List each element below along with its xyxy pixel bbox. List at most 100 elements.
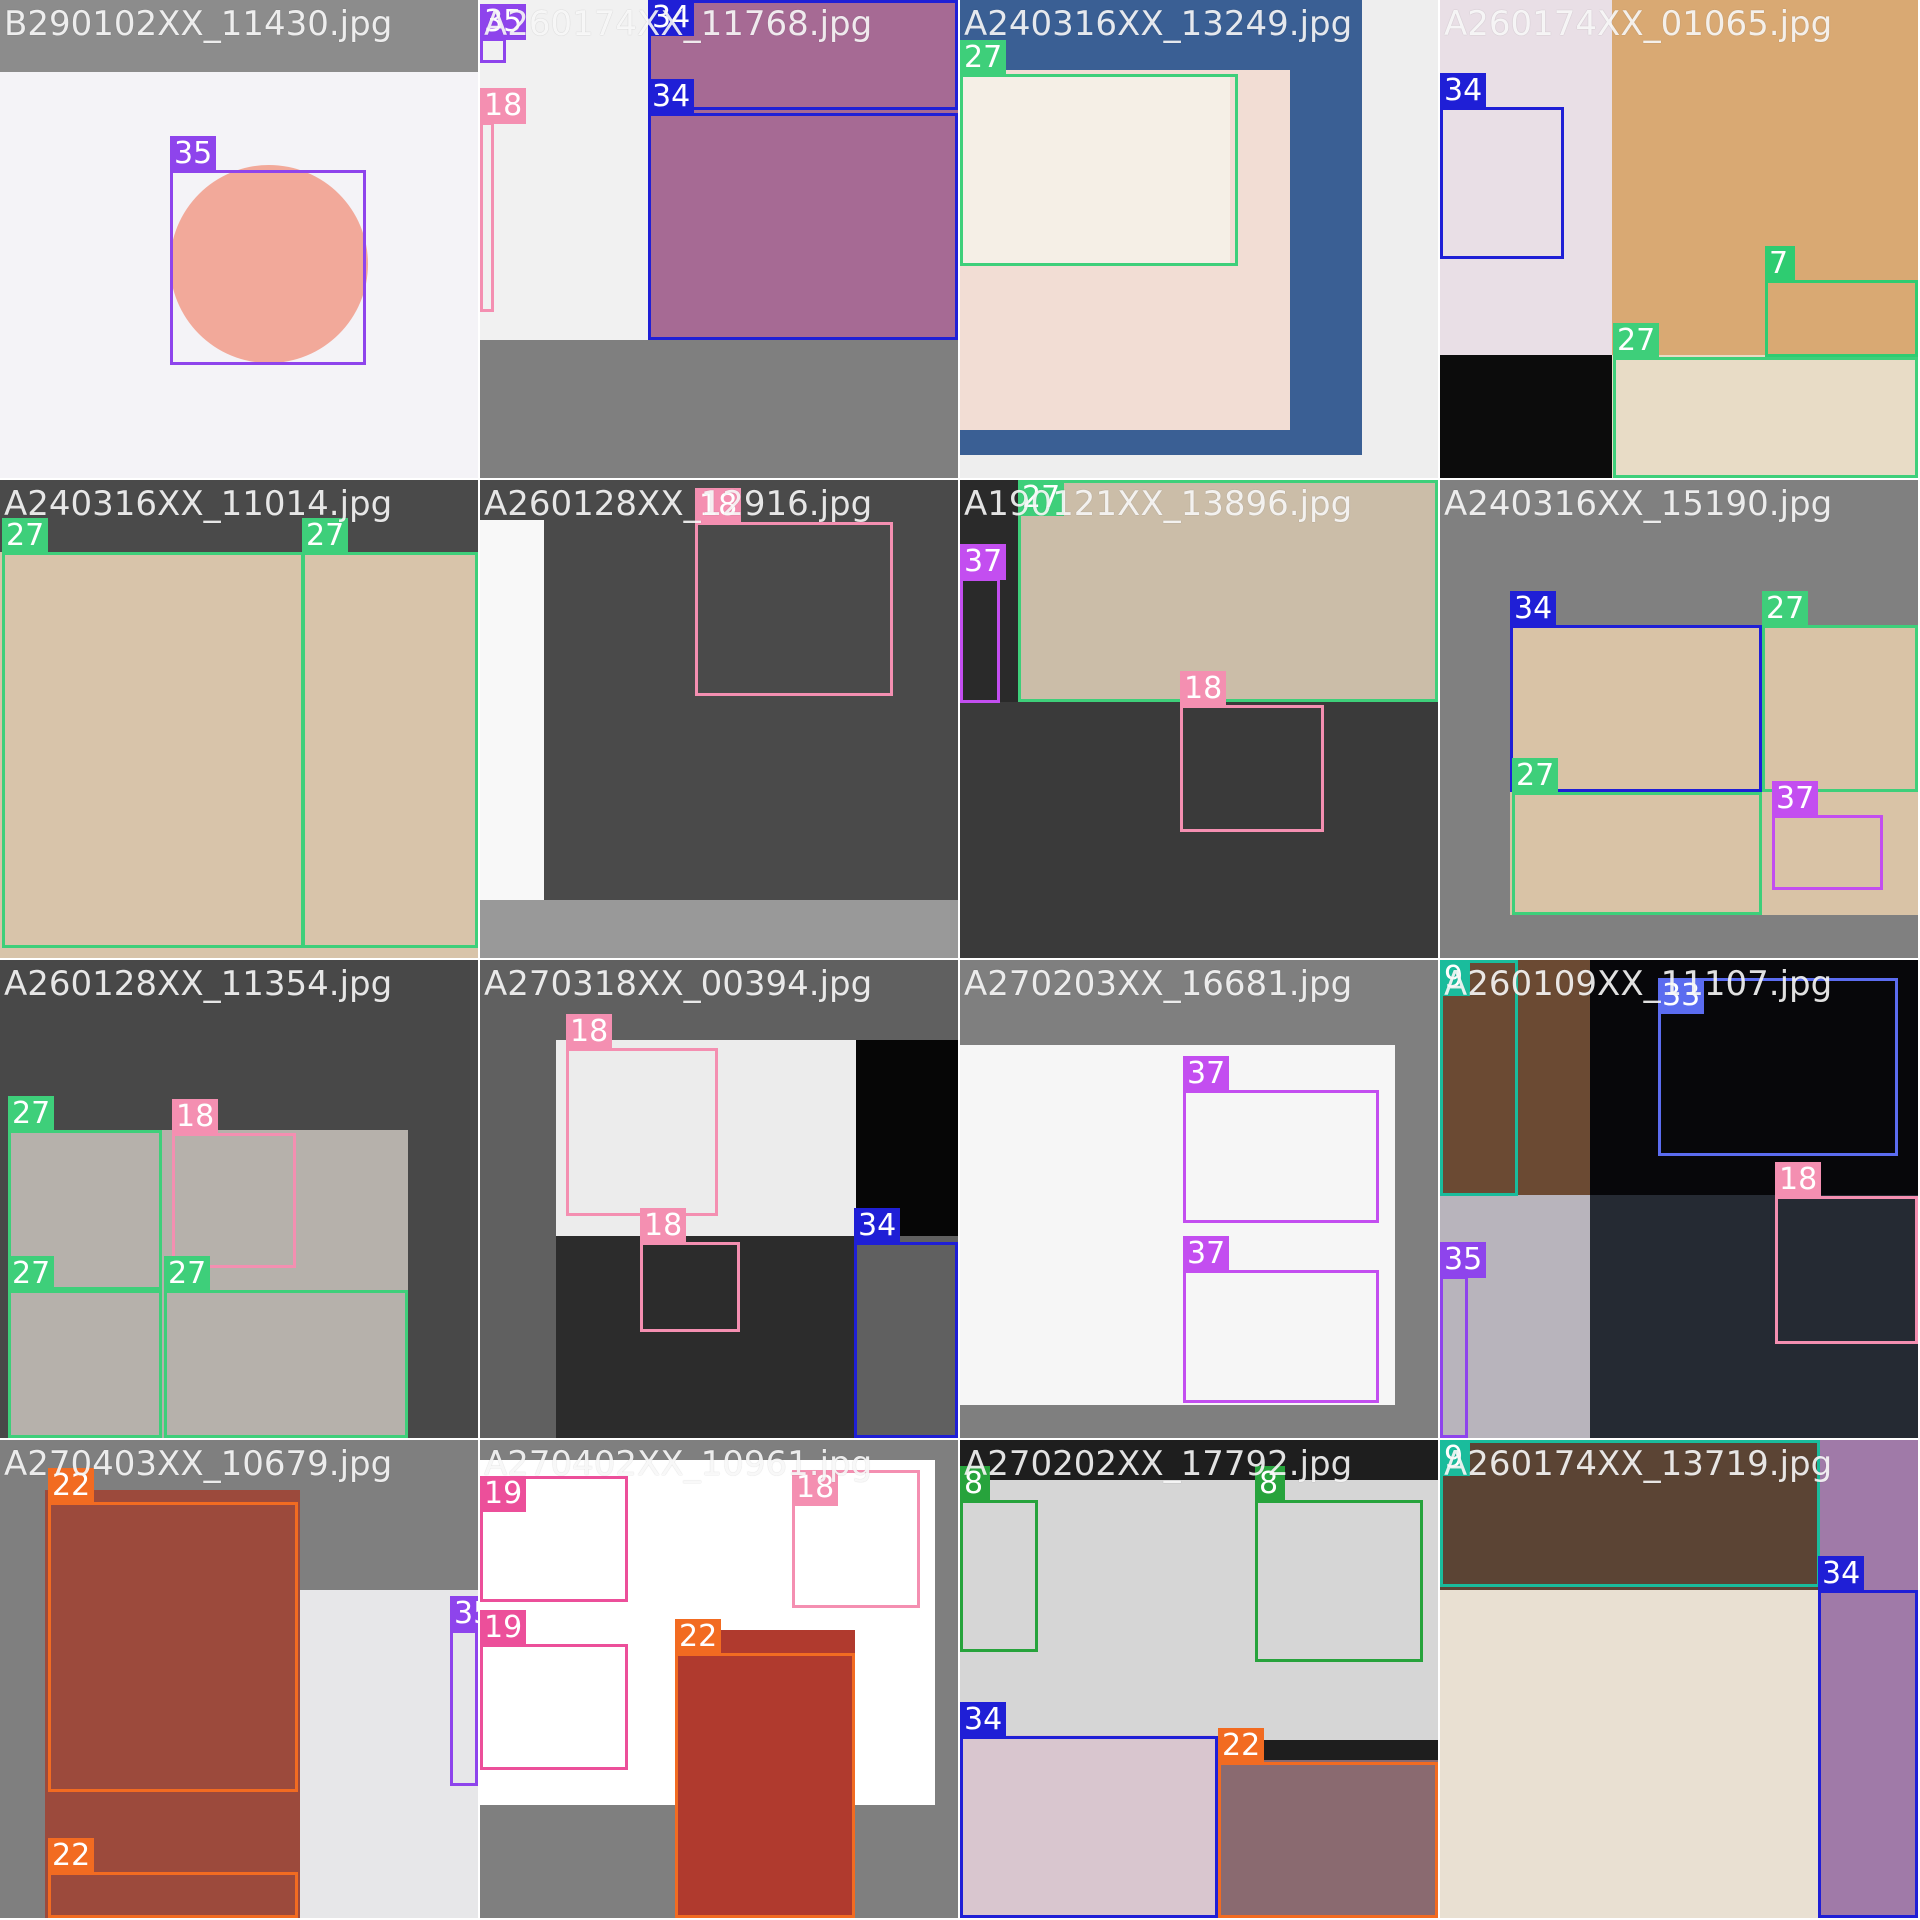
class-id-label: 34 [1440,73,1487,109]
bounding-box: 27 [1762,591,1918,792]
class-id-label: 18 [640,1208,687,1244]
mosaic-tile: 34 27 27 37 A240316XX_15190.jpg [1440,480,1918,958]
mosaic-tile: 18 A260128XX_12916.jpg [480,480,958,958]
class-id-label: 27 [1762,591,1809,627]
class-id-label: 9 [1440,1440,1470,1476]
bounding-box: 18 [172,1099,296,1268]
image-region [1440,1590,1820,1918]
bounding-box: 27 [1512,758,1762,915]
bounding-box: 34 [960,1702,1218,1918]
bounding-box: 18 [566,1014,718,1216]
image-filename: A270403XX_10679.jpg [4,1444,393,1484]
image-region [0,552,478,958]
bounding-box: 18 [695,488,893,696]
tile-divider-vertical [958,0,960,1920]
image-region [556,1040,856,1236]
image-filename: B290102XX_11430.jpg [4,4,393,44]
bounding-box: 27 [1613,323,1918,478]
class-id-label: 37 [1772,781,1819,817]
tile-divider-vertical [478,0,480,1920]
bounding-box: 35 [170,136,366,365]
class-id-label: 18 [695,488,742,524]
bounding-box: 27 [1018,480,1438,702]
bounding-box: 9 [1440,960,1518,1196]
bounding-box: 18 [640,1208,740,1332]
bounding-box: 34 [1510,591,1762,792]
class-id-label: 35 [170,136,217,172]
bounding-box: 35 [1440,1242,1487,1438]
class-id-label: 35 [480,4,527,40]
bounding-box: 18 [1180,671,1324,832]
class-id-label: 34 [1818,1556,1865,1592]
mosaic-tile: 27 27 A240316XX_11014.jpg [0,480,478,958]
image-region [960,1735,1215,1918]
class-id-label: 27 [8,1096,55,1132]
class-id-label: 7 [1765,246,1795,282]
mosaic-tile: 27 18 27 27 A260128XX_11354.jpg [0,960,478,1438]
image-region [556,1236,856,1438]
class-id-label: 34 [854,1208,901,1244]
mosaic-tile: 9 33 18 35 A260109XX_11107.jpg [1440,960,1918,1438]
class-id-label: 34 [648,79,695,115]
class-id-label: 8 [1255,1466,1285,1502]
bounding-box: 18 [1775,1162,1918,1344]
image-region [960,75,1230,265]
bounding-box: 35 [450,1596,478,1786]
class-id-label: 22 [675,1619,722,1655]
mosaic-tile: 34 7 27 A260174XX_01065.jpg [1440,0,1918,478]
bounding-box: 19 [480,1476,628,1602]
image-filename: A260174XX_13719.jpg [1444,1444,1833,1484]
image-region [856,1040,958,1236]
class-id-label: 18 [1180,671,1227,707]
bounding-box: 34 [648,0,958,110]
tile-divider-vertical [1438,0,1440,1920]
image-region [1440,0,1612,355]
image-filename: A260174XX_11768.jpg [484,4,873,44]
class-id-label: 27 [302,518,349,554]
mosaic-tile: 37 27 18 A190121XX_13896.jpg [960,480,1438,958]
bounding-box: 19 [480,1610,628,1770]
tile-divider-horizontal [0,1438,1920,1440]
tile-divider-horizontal [0,958,1920,960]
tile-divider-horizontal [0,478,1920,480]
class-id-label: 8 [960,1466,990,1502]
class-id-label: 27 [1613,323,1660,359]
class-id-label: 22 [48,1468,95,1504]
class-id-label: 18 [480,88,527,124]
image-region [1820,1440,1918,1918]
bounding-box: 37 [1772,781,1883,890]
bounding-box: 27 [8,1096,162,1290]
class-id-label: 37 [1183,1236,1230,1272]
image-region [170,165,368,363]
class-id-label: 27 [1018,480,1065,516]
class-id-label: 22 [1218,1728,1265,1764]
class-id-label: 35 [450,1596,478,1632]
class-id-label: 27 [8,1256,55,1292]
image-region [480,480,958,900]
class-id-label: 35 [1440,1242,1487,1278]
class-id-label: 37 [1183,1056,1230,1092]
class-id-label: 34 [960,1702,1007,1738]
class-id-label: 27 [2,518,49,554]
bounding-box: 27 [2,518,304,948]
image-filename: A240316XX_11014.jpg [4,484,393,524]
bounding-box: 7 [1765,246,1918,357]
class-id-label: 19 [480,1476,527,1512]
image-region [960,1045,1395,1405]
bounding-box: 34 [648,79,958,340]
bounding-box: 22 [48,1838,298,1918]
image-filename: A270402XX_10961.jpg [484,1444,873,1484]
bounding-box: 34 [1440,73,1564,259]
image-region [1018,480,1438,702]
image-region [960,1480,1438,1740]
image-region [300,1590,478,1918]
image-filename: A240316XX_15190.jpg [1444,484,1833,524]
image-filename: A190121XX_13896.jpg [964,484,1353,524]
bounding-box: 37 [1183,1236,1379,1403]
class-id-label: 22 [48,1838,95,1874]
image-filename: A240316XX_13249.jpg [964,4,1353,44]
class-id-label: 19 [480,1610,527,1646]
class-id-label: 34 [1510,591,1557,627]
image-filename: A260174XX_01065.jpg [1444,4,1833,44]
